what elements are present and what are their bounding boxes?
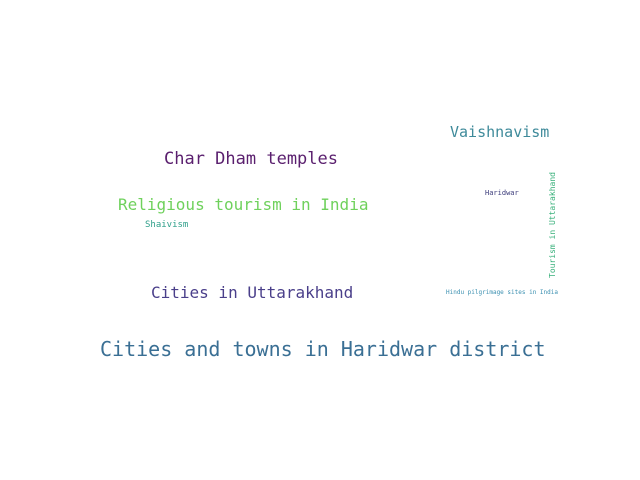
word-char-dham-temples: Char Dham temples	[164, 149, 338, 169]
word-cities-and-towns-in-haridwar-district: Cities and towns in Haridwar district	[100, 337, 546, 361]
word-vaishnavism: Vaishnavism	[450, 123, 550, 141]
word-religious-tourism-in-india: Religious tourism in India	[118, 195, 369, 214]
word-haridwar: Haridwar	[485, 189, 519, 197]
word-shaivism: Shaivism	[145, 220, 189, 230]
word-cities-in-uttarakhand: Cities in Uttarakhand	[151, 283, 354, 302]
word-hindu-pilgrimage-sites-in-india: Hindu pilgrimage sites in India	[446, 289, 558, 296]
word-tourism-in-uttarakhand: Tourism in Uttarakhand	[548, 172, 557, 278]
